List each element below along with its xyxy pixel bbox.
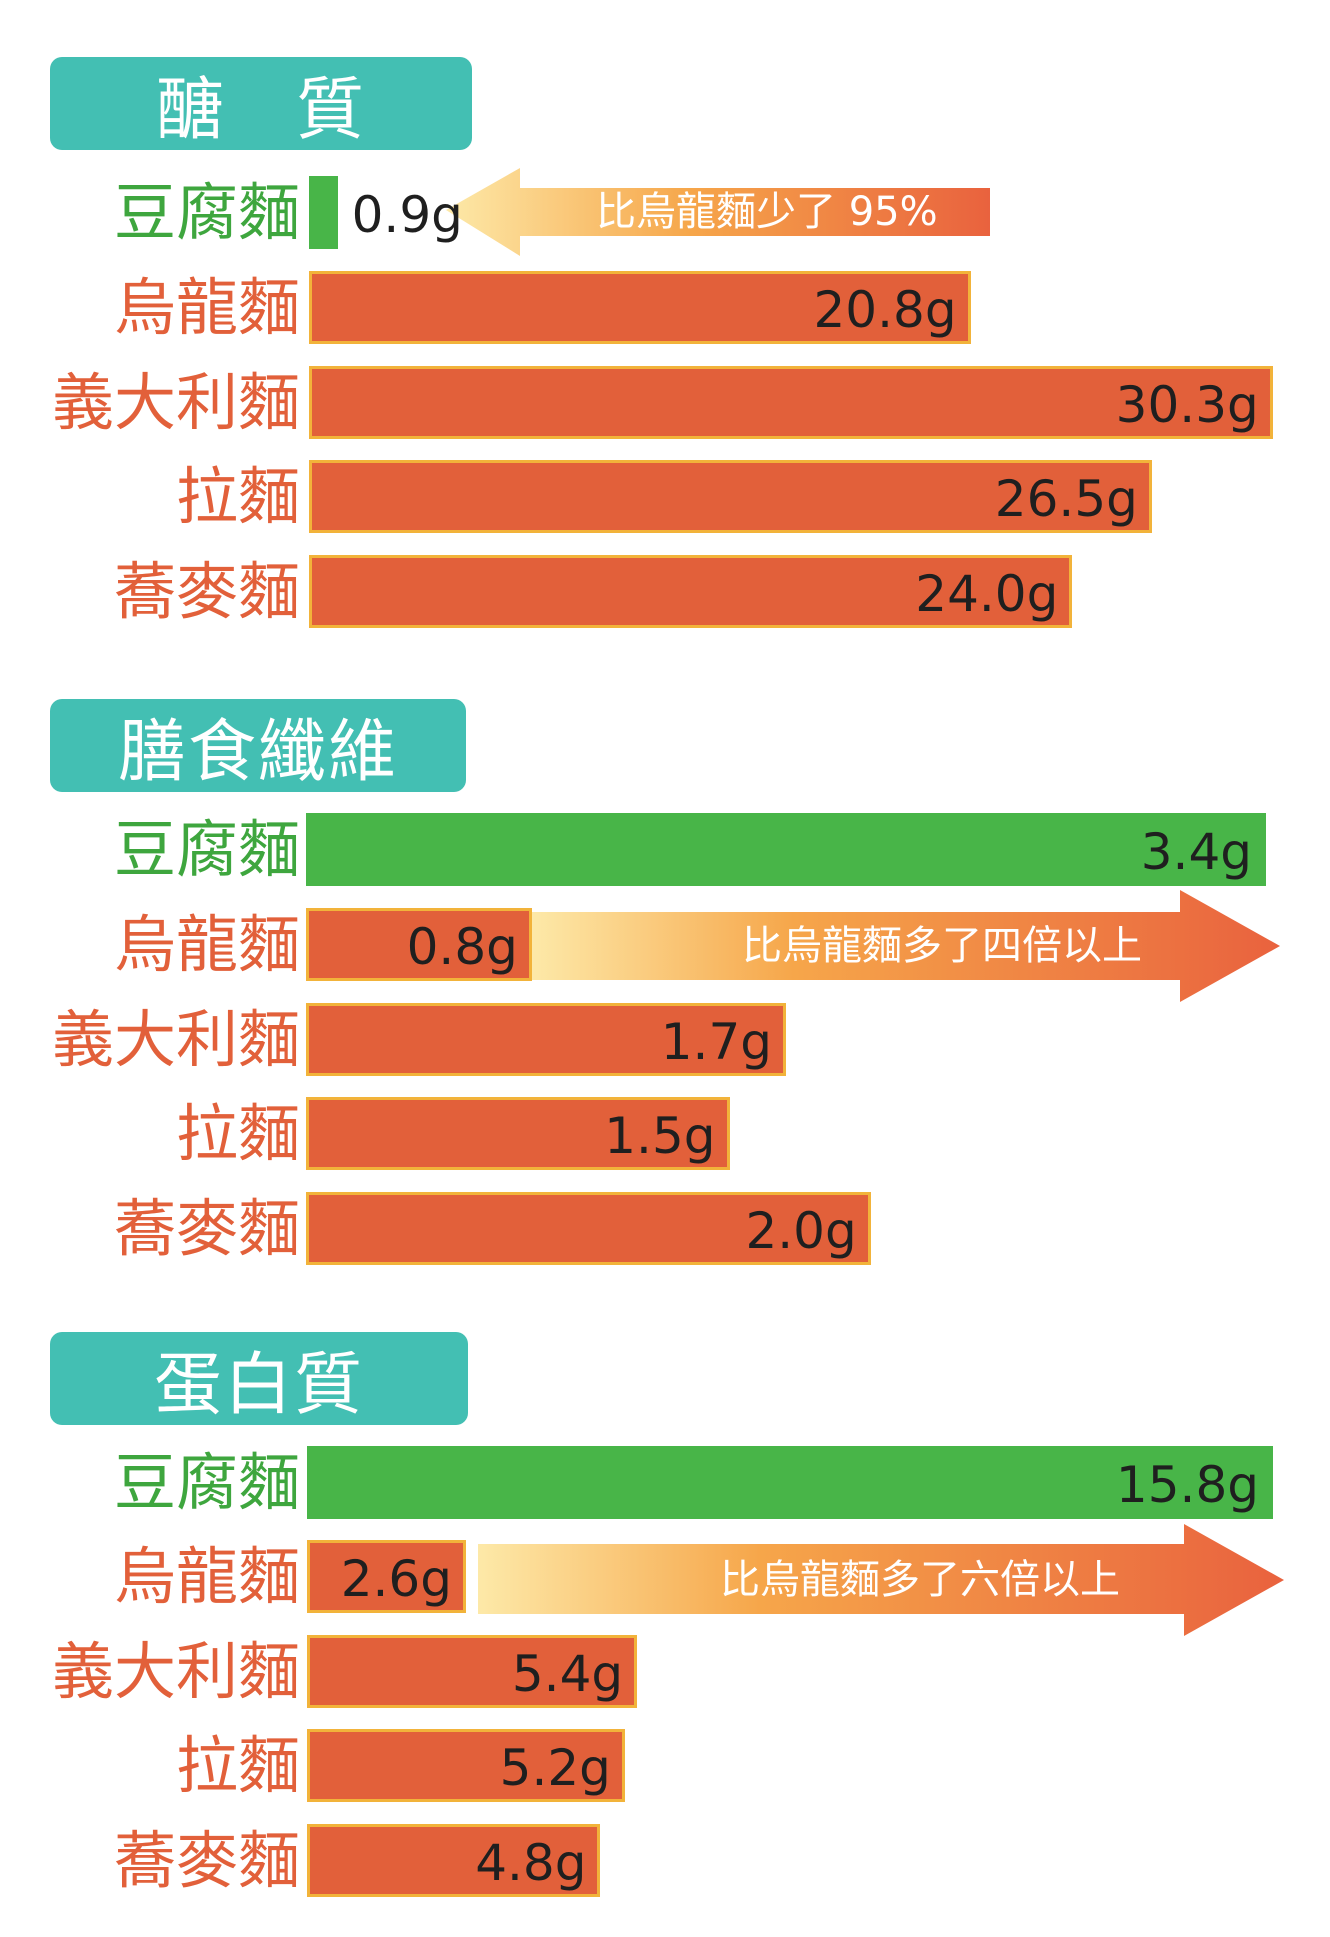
arrow-shape	[478, 1524, 1284, 1636]
arrow-shape	[446, 168, 990, 256]
category-label: 豆腐麵	[113, 176, 300, 249]
value-label: 24.0g	[915, 565, 1059, 623]
comparison-arrow-right	[478, 1524, 1284, 1636]
value-label: 0.9g	[351, 186, 463, 244]
category-label: 拉麵	[175, 460, 300, 533]
bar-highlight	[307, 1446, 1273, 1519]
value-label: 2.6g	[340, 1550, 452, 1608]
bar-highlight	[306, 813, 1266, 886]
panel-title: 膳食纖維	[50, 699, 466, 792]
category-label: 義大利麵	[51, 366, 300, 439]
bar	[309, 555, 1073, 628]
protein-panel: 蛋白質 比烏龍麵多了六倍以上 豆腐麵 15.8g 烏龍麵 2.6g 義大利麵 5.4g 拉麵…	[0, 1272, 1330, 1937]
category-label: 豆腐麵	[113, 1446, 300, 1519]
bar	[307, 1729, 625, 1802]
comparison-note: 比烏龍麵少了 95%	[596, 189, 938, 235]
bar	[309, 271, 971, 344]
bar	[309, 366, 1273, 439]
category-label: 蕎麥麵	[113, 1824, 300, 1897]
category-label: 義大利麵	[51, 1003, 300, 1076]
bar	[307, 1540, 466, 1613]
bar	[306, 908, 532, 981]
bar	[306, 1097, 730, 1170]
category-label: 蕎麥麵	[113, 1192, 300, 1265]
panel-title: 蛋白質	[50, 1332, 468, 1425]
comparison-note: 比烏龍麵多了四倍以上	[742, 923, 1142, 969]
comparison-arrow-right	[532, 890, 1280, 1002]
comparison-arrow-left	[446, 168, 990, 256]
arrow-shape	[532, 890, 1280, 1002]
category-label: 烏龍麵	[113, 908, 300, 981]
category-label: 豆腐麵	[113, 813, 300, 886]
value-label: 26.5g	[994, 470, 1138, 528]
category-label: 蕎麥麵	[113, 555, 300, 628]
value-label: 4.8g	[475, 1834, 587, 1892]
category-label: 烏龍麵	[113, 1540, 300, 1613]
bar	[306, 1192, 871, 1265]
value-label: 0.8g	[406, 918, 518, 976]
bar-highlight	[309, 176, 338, 249]
category-label: 烏龍麵	[113, 271, 300, 344]
category-label: 義大利麵	[51, 1635, 300, 1708]
value-label: 2.0g	[745, 1202, 857, 1260]
value-label: 15.8g	[1115, 1456, 1259, 1514]
category-label: 拉麵	[175, 1729, 300, 1802]
value-label: 5.4g	[511, 1645, 624, 1703]
bar	[306, 1003, 786, 1076]
value-label: 3.4g	[1140, 823, 1252, 881]
panel-title: 醣 質	[50, 57, 472, 150]
value-label: 1.5g	[604, 1107, 716, 1165]
dietary-fiber-panel: 膳食纖維 比烏龍麵多了四倍以上 豆腐麵 3.4g 烏龍麵 0.8g 義大利麵 1.7g 拉麵…	[0, 640, 1330, 1272]
category-label: 拉麵	[175, 1097, 300, 1170]
bar	[307, 1635, 638, 1708]
value-label: 5.2g	[499, 1739, 611, 1797]
bar	[309, 460, 1152, 533]
comparison-note: 比烏龍麵多了六倍以上	[720, 1557, 1120, 1603]
value-label: 30.3g	[1115, 376, 1259, 434]
carbohydrate-panel: 醣 質 比烏龍麵少了 95% 豆腐麵 0.9g 烏龍麵 20.8g 義大利麵 30.3g 拉…	[0, 0, 1330, 640]
value-label: 20.8g	[813, 281, 957, 339]
bar	[307, 1824, 601, 1897]
value-label: 1.7g	[660, 1013, 772, 1071]
